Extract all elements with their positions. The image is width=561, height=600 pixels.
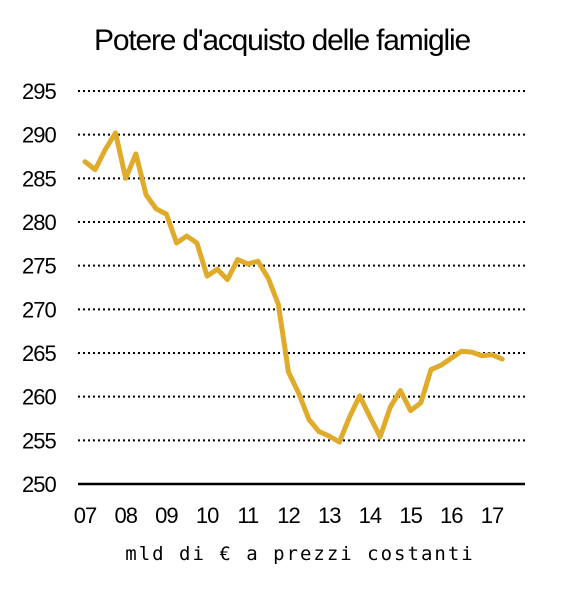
x-axis-ticks: 07 08 09 10 11 12 13 14 15 16 17 — [74, 503, 505, 528]
y-tick-label: 295 — [22, 79, 56, 104]
x-tick-label: 16 — [440, 503, 463, 528]
x-tick-label: 17 — [481, 503, 504, 528]
series-line-0 — [82, 130, 505, 445]
x-tick-label: 10 — [196, 503, 219, 528]
x-tick-label: 07 — [74, 503, 97, 528]
x-tick-label: 09 — [155, 503, 178, 528]
x-tick-label: 14 — [359, 503, 382, 528]
y-tick-label: 275 — [22, 254, 56, 279]
y-tick-label: 255 — [22, 428, 56, 453]
y-tick-label: 250 — [22, 472, 56, 497]
y-tick-label: 280 — [22, 210, 56, 235]
series — [82, 130, 505, 445]
x-tick-label: 08 — [114, 503, 137, 528]
y-tick-label: 260 — [22, 385, 56, 410]
y-tick-label: 265 — [22, 341, 56, 366]
x-axis-label: mld di € a prezzi costanti — [125, 543, 474, 565]
y-tick-label: 270 — [22, 297, 56, 322]
x-tick-label: 11 — [237, 503, 259, 528]
y-tick-label: 290 — [22, 123, 56, 148]
x-tick-label: 15 — [399, 503, 422, 528]
x-tick-label: 13 — [318, 503, 341, 528]
x-tick-label: 12 — [277, 503, 300, 528]
y-axis-ticks: 250 255 260 265 270 275 280 285 290 295 — [22, 79, 57, 497]
y-tick-label: 285 — [22, 166, 56, 191]
chart-title: Potere d'acquisto delle famiglie — [94, 24, 470, 57]
grid — [78, 90, 525, 442]
